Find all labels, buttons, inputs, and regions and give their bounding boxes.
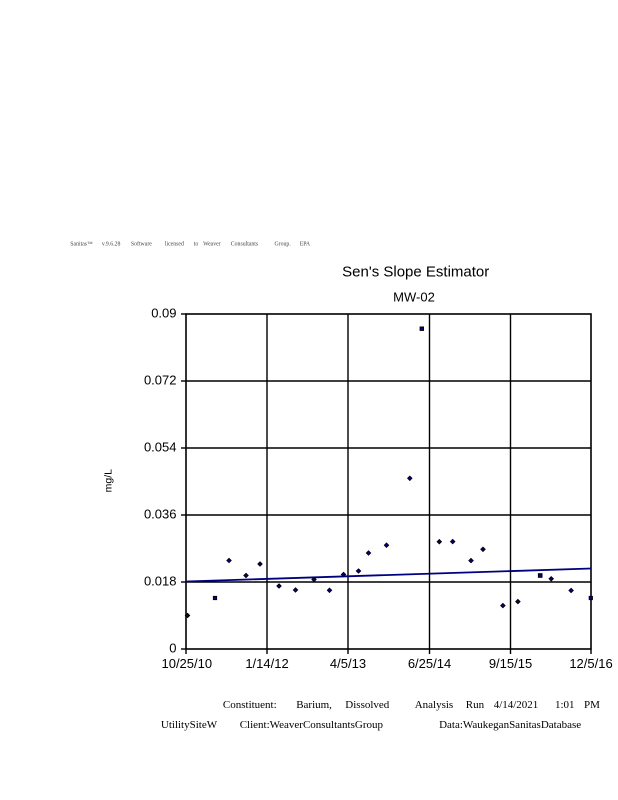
svg-text:12/5/16: 12/5/16 [569,656,612,671]
svg-text:mg/L: mg/L [103,469,115,493]
svg-text:Client:WeaverConsultantsGroup: Client:WeaverConsultantsGroup [240,719,384,731]
svg-text:1/14/12: 1/14/12 [245,656,288,671]
svg-text:Run: Run [466,699,485,711]
svg-text:Software: Software [131,241,152,248]
svg-text:Analysis: Analysis [415,699,454,711]
svg-text:0.036: 0.036 [144,506,177,521]
svg-text:Constituent:: Constituent: [223,699,277,711]
svg-text:Data:WaukeganSanitasDatabase: Data:WaukeganSanitasDatabase [439,719,581,731]
svg-text:6/25/14: 6/25/14 [408,656,451,671]
svg-text:Group.: Group. [275,242,292,248]
svg-text:MW-02: MW-02 [393,289,435,304]
svg-text:UtilitySiteW: UtilitySiteW [161,719,218,731]
svg-text:0: 0 [169,640,176,655]
svg-text:0.072: 0.072 [144,372,177,387]
svg-text:4/5/13: 4/5/13 [330,656,366,671]
svg-text:EPA: EPA [300,242,311,248]
svg-text:Sen's Slope Estimator: Sen's Slope Estimator [342,264,489,281]
svg-text:Dissolved: Dissolved [345,699,390,711]
svg-text:Sanitas™: Sanitas™ [70,242,93,248]
svg-text:licensed: licensed [165,242,184,248]
svg-text:10/25/10: 10/25/10 [161,656,212,671]
svg-text:PM: PM [584,699,600,711]
svg-text:Consultants: Consultants [231,242,259,248]
svg-text:0.018: 0.018 [144,573,177,588]
svg-text:to: to [194,242,199,248]
svg-text:v.9.6.28: v.9.6.28 [102,242,121,248]
svg-text:4/14/2021: 4/14/2021 [494,699,539,711]
svg-text:1:01: 1:01 [555,699,575,711]
svg-text:Weaver: Weaver [203,242,221,248]
svg-text:9/15/15: 9/15/15 [489,656,532,671]
svg-text:0.09: 0.09 [151,305,176,320]
svg-text:Barium,: Barium, [296,699,332,711]
svg-text:0.054: 0.054 [144,439,177,454]
